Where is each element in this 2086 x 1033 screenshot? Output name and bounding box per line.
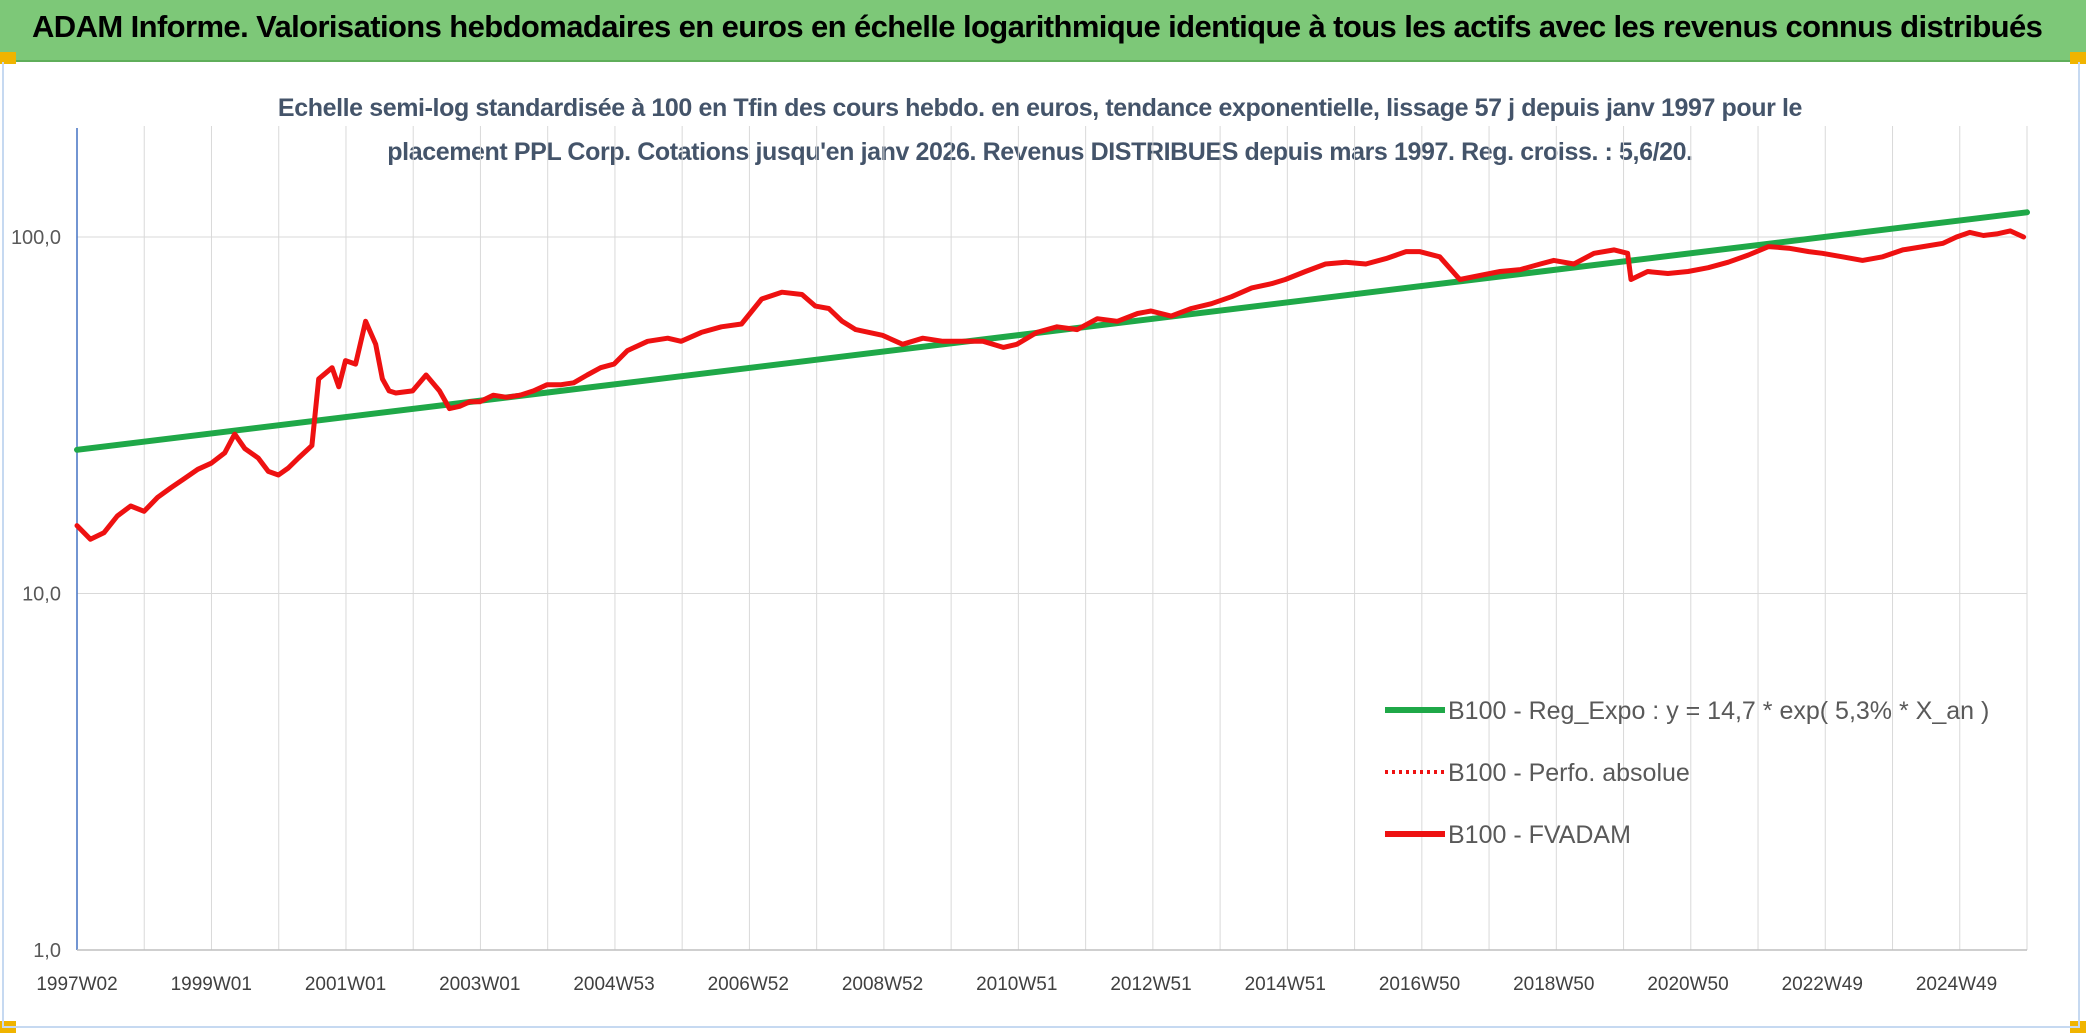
x-tick-label: 2020W50 [1647,974,1728,995]
x-tick-label: 1999W01 [171,974,252,995]
x-tick-label: 2004W53 [573,974,654,995]
legend-label: B100 - Perfo. absolue [1448,759,1690,787]
x-tick-label: 2006W52 [708,974,789,995]
series-line-fvadam [74,228,2027,542]
x-tick-label: 2016W50 [1379,974,1460,995]
x-tick-label: 2022W49 [1782,974,1863,995]
report-title: ADAM Informe. Valorisations hebdomadaire… [32,9,2043,44]
x-tick-label: 2008W52 [842,974,923,995]
series-layer [74,209,2030,542]
x-tick-label: 2014W51 [1245,974,1326,995]
legend-label: B100 - Reg_Expo : y = 14,7 * exp( 5,3% *… [1448,697,1989,725]
x-tick-label: 2018W50 [1513,974,1594,995]
legend-label: B100 - FVADAM [1448,821,1631,849]
chart-frame [2,62,2080,1028]
axis-layer: 1,0 10,0 100,0 1997W02 1999W01 2001W01 2003W01… [11,128,2027,995]
x-tick-label: 2012W51 [1110,974,1191,995]
y-tick-label: 10,0 [22,584,61,606]
chart-subtitle: Echelle semi-log standardisée à 100 en T… [200,86,1880,174]
chart-subtitle-line-2: placement PPL Corp. Cotations jusqu'en j… [387,138,1693,166]
y-tick-label: 1,0 [33,940,61,962]
series-line-trend [74,209,2030,453]
x-tick-label: 1997W02 [36,974,117,995]
x-tick-label: 2024W49 [1916,974,1997,995]
x-tick-label: 2003W01 [439,974,520,995]
legend-layer: B100 - Reg_Expo : y = 14,7 * exp( 5,3% *… [1385,697,1989,849]
y-tick-label: 100,0 [11,227,61,249]
grid-layer [77,126,2028,950]
chart-subtitle-line-1: Echelle semi-log standardisée à 100 en T… [277,94,1803,122]
x-tick-label: 2010W51 [976,974,1057,995]
x-tick-label: 2001W01 [305,974,386,995]
report-banner: ADAM Informe. Valorisations hebdomadaire… [0,0,2086,62]
corner-marker-top-right [2070,52,2086,64]
corner-marker-top-left [0,52,16,64]
